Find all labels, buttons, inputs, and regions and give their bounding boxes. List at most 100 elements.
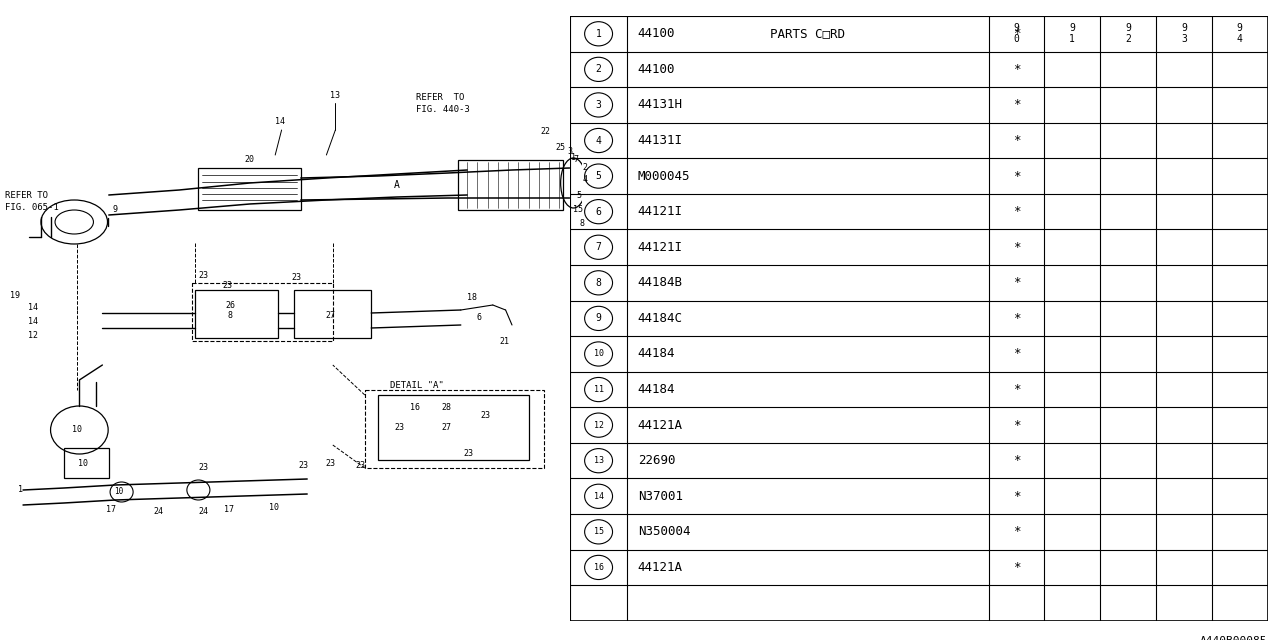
Text: 21: 21 [499,337,509,346]
Text: 15: 15 [594,527,604,536]
Text: DETAIL "A": DETAIL "A" [390,381,444,390]
Text: 0: 0 [1014,34,1019,44]
Text: 25: 25 [556,143,566,152]
Text: *: * [1012,134,1020,147]
Text: 6: 6 [476,314,481,323]
Text: 19: 19 [10,291,20,300]
Text: 11: 11 [594,385,604,394]
Text: *: * [1012,205,1020,218]
Text: 23: 23 [223,280,233,289]
Bar [195,290,278,338]
Text: 16: 16 [594,563,604,572]
Text: 7: 7 [573,156,579,164]
Text: 14: 14 [28,303,38,312]
Text: 23: 23 [480,410,490,419]
Text: 23: 23 [298,461,308,470]
Bar [192,283,333,341]
Text: 8: 8 [595,278,602,288]
Text: *: * [1012,419,1020,431]
Text: 24: 24 [198,508,209,516]
Text: *: * [1012,28,1020,40]
Text: 28: 28 [442,403,452,413]
Text: 17: 17 [224,506,234,515]
Text: 8: 8 [580,218,585,227]
Text: 18: 18 [467,294,477,303]
Text: 14: 14 [275,118,285,127]
Text: 13: 13 [330,92,340,100]
Text: 10: 10 [72,426,82,435]
Text: 10: 10 [594,349,604,358]
Text: *: * [1012,454,1020,467]
Text: 22: 22 [540,127,550,136]
Text: 9: 9 [113,205,118,214]
Text: 44121I: 44121I [637,241,682,253]
Text: 1: 1 [571,152,576,161]
Text: 4: 4 [582,175,588,184]
Text: 23: 23 [325,458,335,467]
Text: 6: 6 [595,207,602,217]
Text: 9: 9 [1125,24,1132,33]
Text: 4: 4 [1236,34,1243,44]
Text: 2: 2 [595,65,602,74]
Text: 44131I: 44131I [637,134,682,147]
Text: 23: 23 [394,424,404,433]
Text: 3: 3 [595,100,602,110]
Text: 1: 1 [1069,34,1075,44]
Text: 44184: 44184 [637,383,675,396]
Text: 23: 23 [463,449,474,458]
Text: 12: 12 [594,420,604,429]
Text: *: * [1012,383,1020,396]
Text: 4: 4 [595,136,602,145]
Text: N350004: N350004 [637,525,690,538]
Text: M000045: M000045 [637,170,690,182]
Text: A440B00085: A440B00085 [1201,636,1267,640]
Text: 2: 2 [582,163,588,173]
Text: 3: 3 [1181,34,1187,44]
Text: A: A [394,180,399,190]
Text: 44121A: 44121A [637,419,682,431]
Text: 13: 13 [594,456,604,465]
Text: N37001: N37001 [637,490,682,503]
Text: 10: 10 [78,460,88,468]
Text: *: * [1012,99,1020,111]
Text: PARTS C□RD: PARTS C□RD [771,28,845,40]
Text: 9: 9 [1236,24,1243,33]
Text: *: * [1012,312,1020,325]
Text: *: * [1012,348,1020,360]
Text: *: * [1012,490,1020,503]
Text: FIG. 440-3: FIG. 440-3 [416,104,470,113]
Text: *: * [1012,276,1020,289]
Text: 27: 27 [325,312,335,321]
Text: 22690: 22690 [637,454,675,467]
Bar [365,390,544,468]
Bar [64,448,109,478]
Text: 10: 10 [114,488,124,497]
Text: 23: 23 [198,271,209,280]
Text: 15: 15 [573,205,584,214]
Text: REFER TO: REFER TO [5,191,49,200]
Text: 16: 16 [410,403,420,413]
Text: 44100: 44100 [637,63,675,76]
Text: 9: 9 [1181,24,1187,33]
Text: 9: 9 [595,314,602,323]
Text: 23: 23 [356,461,366,470]
Text: 9: 9 [1069,24,1075,33]
Bar [458,160,563,210]
Text: 14: 14 [594,492,604,500]
Text: 27: 27 [442,424,452,433]
Text: 5: 5 [576,191,581,200]
Text: 44131H: 44131H [637,99,682,111]
Text: *: * [1012,525,1020,538]
Text: *: * [1012,170,1020,182]
Text: *: * [1012,63,1020,76]
Text: 12: 12 [28,332,38,340]
Text: 2: 2 [1125,34,1132,44]
Text: 5: 5 [595,171,602,181]
Text: 1: 1 [595,29,602,39]
Text: 9: 9 [1014,24,1019,33]
Text: REFER  TO: REFER TO [416,93,465,102]
Text: 24: 24 [154,508,164,516]
Text: 7: 7 [595,243,602,252]
Text: 8: 8 [228,312,233,321]
Text: 44121A: 44121A [637,561,682,574]
